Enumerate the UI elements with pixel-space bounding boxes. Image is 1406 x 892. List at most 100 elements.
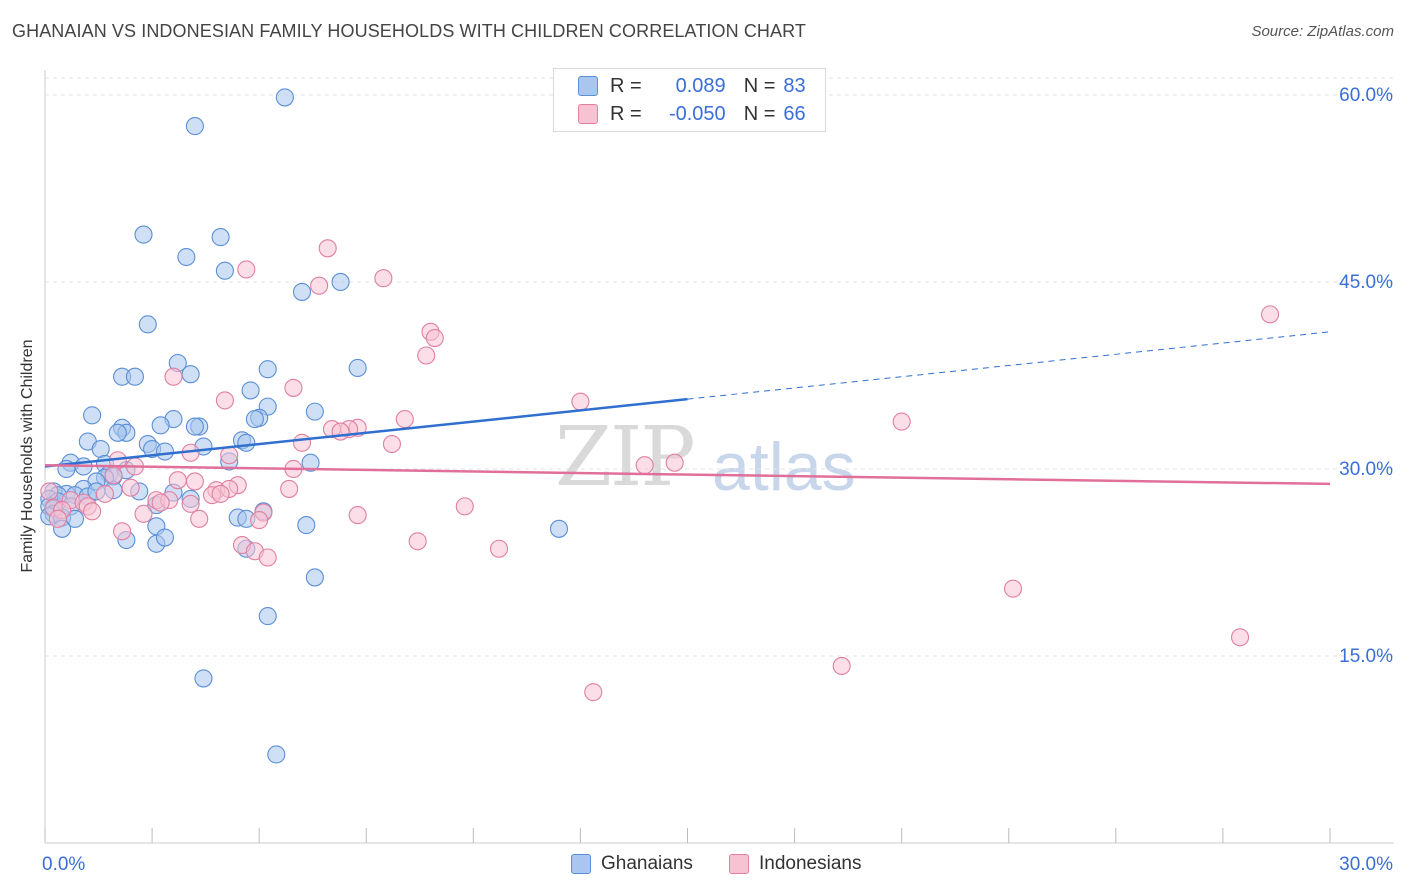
indonesian-point — [408, 532, 427, 551]
ghanaian-point — [549, 519, 569, 538]
bottom-legend-ghanaians: Ghanaians — [571, 852, 693, 876]
ghanaian-point — [138, 315, 157, 334]
ghanaian-point — [305, 402, 324, 421]
indonesian-point — [1260, 305, 1280, 324]
legend-n-label: N = — [743, 74, 776, 97]
bottom-legend-label: Ghanaians — [601, 853, 693, 874]
indonesian-point — [215, 391, 234, 410]
legend-r-value: 0.089 — [675, 74, 726, 97]
watermark-atlas: atlas — [712, 429, 856, 505]
ghanaian-point — [301, 453, 320, 472]
ghanaian-point — [292, 282, 312, 301]
indonesian-point — [382, 434, 402, 454]
x-tick-label: 0.0% — [42, 854, 85, 875]
ghanaian-point — [348, 358, 367, 378]
indonesian-trend-line — [44, 463, 1331, 486]
legend-n-value: 66 — [783, 102, 806, 125]
bottom-legend-label: Indonesians — [759, 853, 862, 874]
indonesian-point — [220, 446, 239, 465]
ghanaian-point — [134, 225, 153, 244]
legend-r-label: R = — [610, 102, 642, 125]
bottom-legend-indonesians: Indonesians — [729, 852, 861, 876]
indonesian-point — [318, 239, 337, 258]
indonesian-point — [237, 260, 256, 279]
indonesian-point — [665, 453, 684, 472]
legend-n-value: 83 — [783, 74, 806, 97]
ghanaian-point — [267, 745, 286, 764]
ghanaian-point — [211, 228, 230, 247]
indonesian-point — [168, 471, 187, 490]
ghanaian-point — [83, 406, 102, 425]
ghanaian-point — [185, 417, 204, 436]
ghanaian-point — [305, 568, 324, 587]
ghanaian-point — [331, 272, 350, 292]
y-tick-label: 60.0% — [1339, 85, 1393, 106]
ghanaian-point — [155, 442, 174, 461]
legend-swatch-ghanaians — [578, 76, 598, 96]
indonesian-point — [292, 433, 312, 452]
ghanaian-point — [177, 247, 196, 267]
ghanaian-point — [151, 416, 170, 435]
indonesian-point — [258, 548, 277, 567]
indonesian-point — [48, 509, 67, 528]
indonesian-point — [892, 412, 911, 431]
ghanaian-point — [245, 410, 264, 429]
indonesian-point — [211, 484, 230, 503]
indonesian-point — [455, 497, 474, 516]
ghanaian-point — [91, 439, 110, 459]
ghanaian-trend-extension — [687, 331, 1331, 400]
indonesian-point — [284, 378, 303, 397]
ghanaian-point — [297, 516, 316, 535]
indonesian-point — [190, 509, 209, 528]
indonesian-point — [164, 367, 183, 386]
correlation-legend: R = 0.089 N = 83 R = -0.050 N = 66 — [553, 68, 826, 132]
indonesian-point — [635, 456, 654, 475]
ghanaian-point — [258, 360, 277, 379]
ghanaian-point — [125, 367, 144, 386]
ghanaian-point — [215, 261, 234, 280]
indonesian-point — [374, 269, 393, 288]
indonesian-point — [1003, 579, 1023, 598]
ghanaian-point — [108, 423, 127, 442]
indonesian-point — [348, 506, 367, 525]
legend-swatch-indonesians — [578, 104, 598, 124]
indonesian-point — [331, 422, 350, 441]
y-tick-label: 45.0% — [1339, 272, 1393, 293]
indonesian-point — [83, 502, 102, 521]
ghanaian-point — [275, 88, 294, 107]
y-tick-label: 30.0% — [1339, 459, 1393, 480]
ghanaian-point — [194, 669, 213, 688]
legend-row-indonesians: R = -0.050 N = 66 — [578, 100, 806, 128]
indonesian-point — [425, 329, 444, 348]
indonesian-point — [584, 683, 603, 702]
ghanaian-point — [155, 528, 174, 547]
x-tick-label: 30.0% — [1339, 854, 1393, 875]
indonesian-point — [1231, 628, 1250, 647]
ghanaian-trend-line — [44, 397, 688, 468]
indonesian-point — [395, 410, 414, 429]
legend-row-ghanaians: R = 0.089 N = 83 — [578, 72, 806, 100]
ghanaian-point — [185, 117, 204, 136]
indonesian-point — [95, 484, 115, 503]
indonesian-point — [181, 494, 200, 513]
legend-r-value: -0.050 — [668, 102, 726, 125]
ghanaian-point — [241, 381, 260, 400]
indonesian-point — [571, 392, 590, 411]
chart-title: GHANAIAN VS INDONESIAN FAMILY HOUSEHOLDS… — [12, 21, 806, 41]
indonesian-point — [310, 276, 329, 295]
legend-n-label: N = — [743, 102, 776, 125]
ghanaian-point — [181, 365, 200, 384]
indonesian-point — [832, 656, 851, 676]
indonesian-point — [113, 522, 132, 541]
indonesian-point — [40, 482, 59, 501]
bottom-swatch-indonesians — [729, 854, 749, 874]
indonesian-point — [417, 346, 436, 365]
indonesian-point — [121, 478, 140, 497]
y-tick-label: 15.0% — [1339, 646, 1393, 667]
indonesian-point — [280, 479, 299, 498]
indonesian-point — [104, 466, 123, 485]
ghanaian-point — [237, 433, 256, 452]
indonesian-point — [489, 539, 509, 558]
indonesian-point — [250, 511, 269, 530]
